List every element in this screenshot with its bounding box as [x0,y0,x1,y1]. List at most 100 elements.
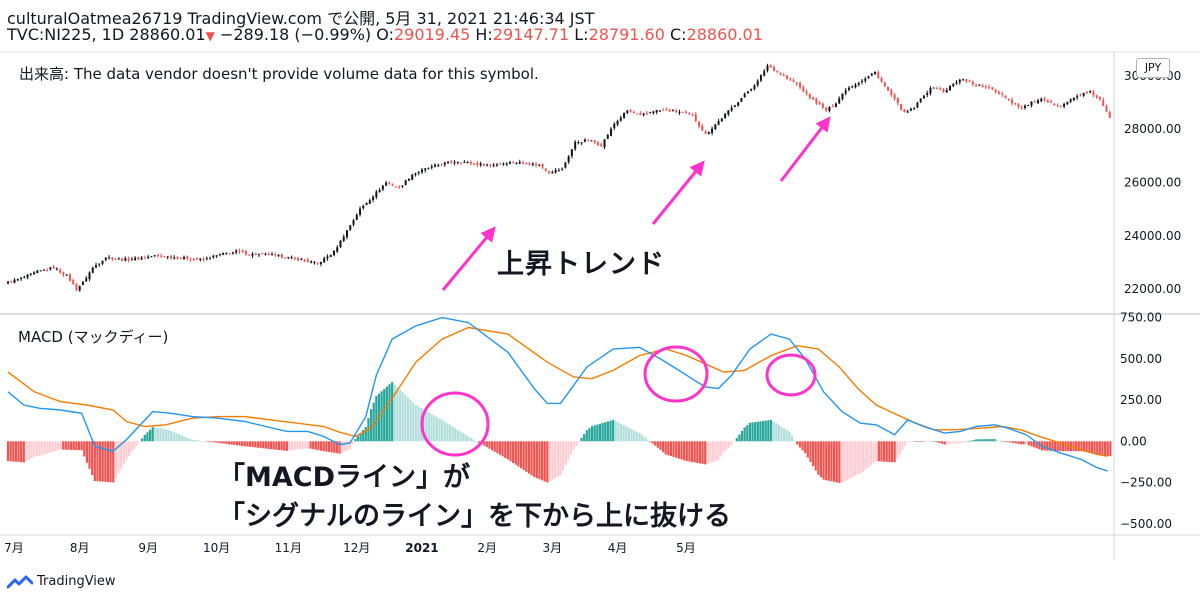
histogram-bar [846,441,849,480]
candle-body [88,272,91,280]
histogram-bar [101,441,104,482]
histogram-bar [254,441,257,448]
histogram-bar [225,441,228,444]
histogram-bar [980,439,983,442]
histogram-bar [48,441,52,453]
histogram-bar [1017,441,1020,444]
histogram-bar [30,441,33,459]
histogram-bar [391,381,394,442]
histogram-bar [56,441,60,451]
histogram-bar [1019,441,1023,445]
candle-body [46,269,49,271]
histogram-bar [1009,441,1012,443]
close-label: C: [670,25,687,44]
histogram-bar [756,421,759,442]
histogram-bar [548,441,552,482]
histogram-bar [688,441,691,462]
candle-body [417,172,420,174]
histogram-bar [364,427,367,442]
histogram-bar [372,402,375,442]
histogram-bar [451,426,454,442]
histogram-bar [767,420,770,442]
candle-body [222,252,225,255]
candle-body [714,124,717,130]
price-axis-tick: 26000.00 [1124,176,1181,190]
histogram-bar [241,441,244,446]
candle-body [306,259,309,262]
histogram-bar [672,441,675,457]
histogram-bar [719,441,723,457]
candle-body [711,128,714,134]
histogram-bar [704,441,707,465]
candle-body [1010,99,1013,104]
candle-body [613,123,616,129]
histogram-bar [867,441,870,468]
histogram-bar [417,406,420,442]
histogram-bar [819,441,823,478]
candle-body [297,258,300,261]
annotation-crossover-line1: 「MACDライン」が [218,462,470,493]
candle-body [313,261,316,263]
candle-body [26,274,29,278]
histogram-bar [148,429,152,442]
histogram-bar [977,439,980,442]
candle-body [430,166,433,168]
time-axis-tick: 3月 [543,541,563,555]
candle-body [251,253,254,256]
candle-body [401,185,404,187]
histogram-bar [780,426,783,442]
currency-badge[interactable]: JPY [1136,58,1170,78]
macd-pane-title[interactable]: MACD (マックディー) [18,328,169,346]
histogram-bar [196,440,199,442]
candle-body [62,272,65,275]
candle-body [740,97,743,102]
histogram-bar [467,436,470,442]
candle-body [544,168,547,171]
histogram-bar [1075,441,1078,452]
histogram-bar [454,428,457,442]
candle-body [688,113,691,115]
tradingview-brand[interactable]: TradingView [7,574,116,589]
histogram-bar [185,437,189,442]
histogram-bar [640,435,644,442]
candle-body [880,78,883,82]
candle-body [147,256,150,258]
candle-body [29,273,32,275]
candle-body [186,256,189,260]
histogram-bar [359,433,362,442]
candle-body [847,87,850,90]
macd-line [7,316,1108,472]
histogram-bar [982,439,986,442]
histogram-bar [198,440,202,442]
candle-body [447,161,450,164]
time-axis-tick: 5月 [676,541,696,555]
histogram-bar [898,441,901,454]
histogram-bar [322,441,325,452]
histogram-bar [412,402,415,442]
histogram-bar [141,438,144,442]
histogram-bar [114,441,117,478]
candle-body [922,95,925,99]
candle-body [782,74,785,77]
histogram-bar [685,441,688,462]
candle-body [1040,98,1043,102]
histogram-bar [230,441,233,445]
histogram-bar [930,441,933,442]
histogram-bar [635,431,638,442]
histogram-bar [433,415,436,442]
histogram-bar [533,441,536,478]
candle-body [994,89,997,92]
candle-body [639,113,642,115]
histogram-bar [1072,441,1075,452]
candle-body [323,258,326,263]
candle-body [538,164,541,166]
histogram-bar [425,410,428,442]
candle-body [593,140,596,143]
candle-body [127,258,130,261]
histogram-bar [438,418,441,442]
histogram-bar [735,438,738,442]
candle-body [505,163,508,165]
candle-body [456,161,459,163]
histogram-bar [646,439,649,442]
